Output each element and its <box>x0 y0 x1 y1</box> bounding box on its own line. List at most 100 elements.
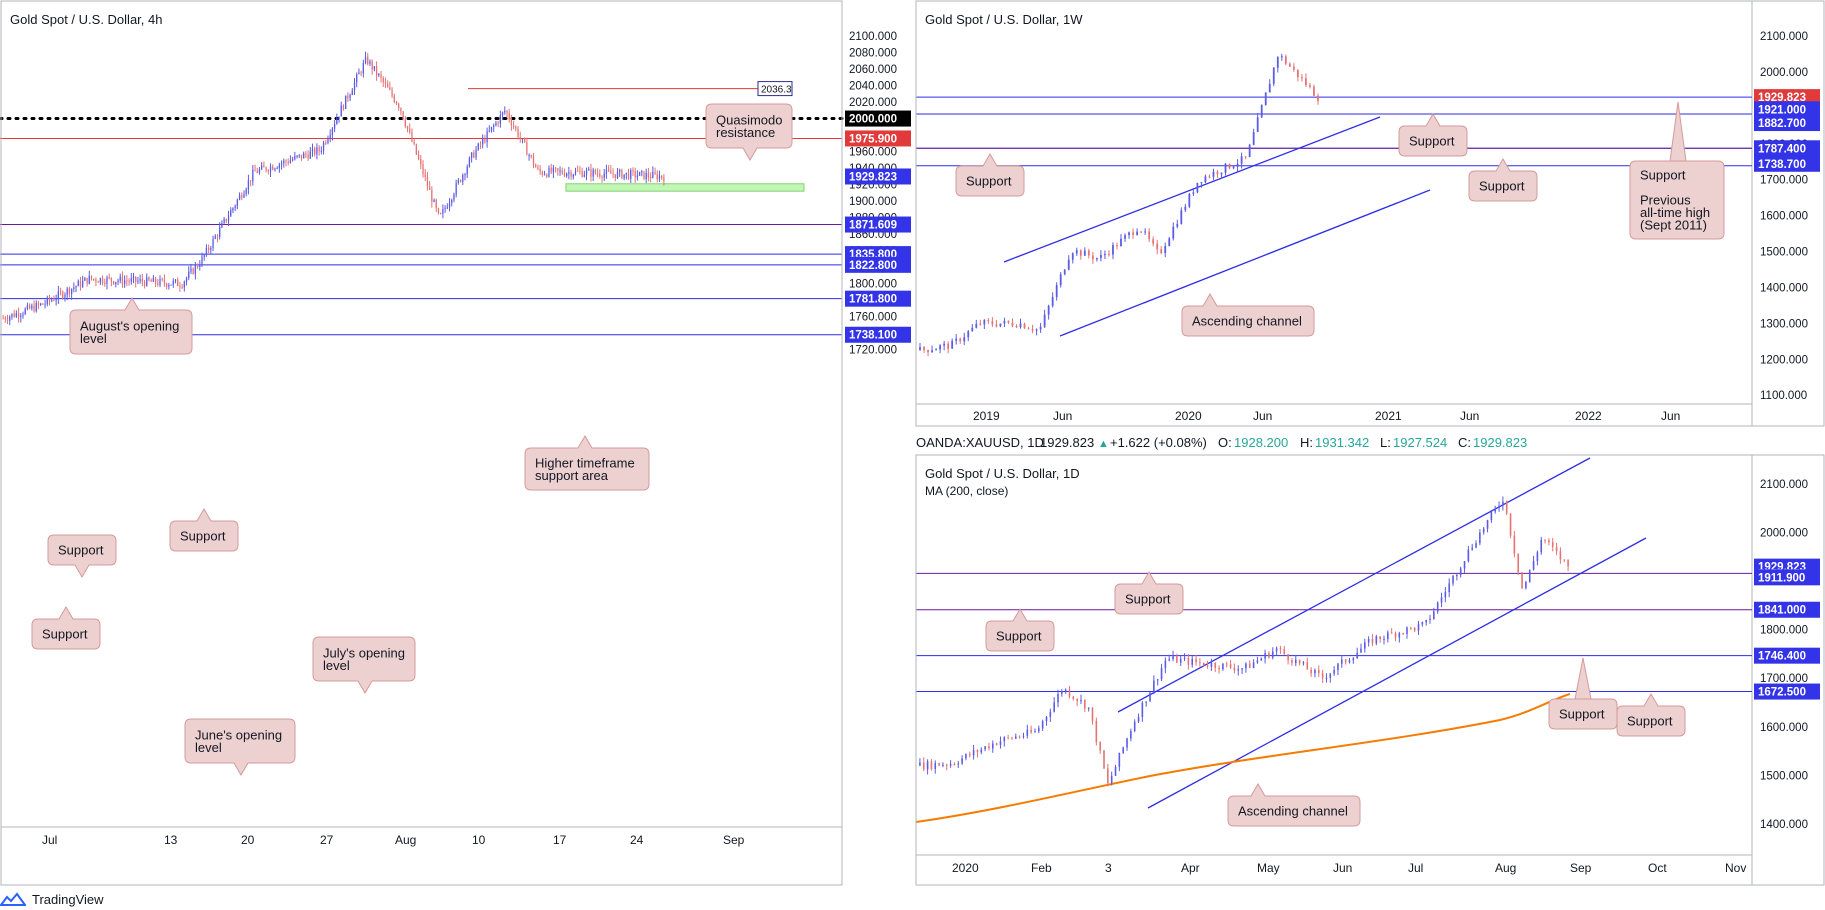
w1-candle <box>1124 233 1126 242</box>
d1-candle <box>1256 656 1259 664</box>
w1-candle <box>1015 324 1018 328</box>
panel-weekly-chart[interactable]: 2100.0002000.0001900.0001800.0001700.000… <box>916 1 1820 426</box>
d1-candle-body <box>1225 663 1228 665</box>
h4-candle <box>561 167 563 175</box>
d1-candle <box>1317 665 1320 677</box>
h4-candle-body <box>117 280 119 282</box>
d1-candle <box>1095 717 1098 746</box>
d1-candle-body <box>1306 662 1309 670</box>
h4-candle-body <box>596 173 599 175</box>
callout-june-open-text: level <box>195 740 222 755</box>
h4-candle <box>406 125 409 133</box>
h4-candle-body <box>62 292 64 298</box>
h4-candle <box>6 314 9 325</box>
h4-candle <box>590 163 592 182</box>
h4-candle <box>506 109 508 118</box>
callout-support-b-bubble <box>985 608 1055 652</box>
callout-june-open-bubble <box>184 718 296 776</box>
d1-candle <box>1275 646 1278 656</box>
panel-daily-chart[interactable]: 2100.0002000.0001900.0001800.0001700.000… <box>915 455 1820 885</box>
h4-candle-body <box>404 119 406 127</box>
w1-candle <box>1180 207 1183 225</box>
h4-candle-body <box>440 213 442 215</box>
h4-candle <box>247 174 250 195</box>
h4-candle-body <box>649 176 652 178</box>
d1-candle <box>1329 673 1332 683</box>
w1-candle <box>1120 234 1122 247</box>
d1-candle <box>1179 655 1182 666</box>
h4-candle-body <box>610 170 612 174</box>
w1-candle <box>1284 54 1287 66</box>
h4-candle-body <box>110 277 113 282</box>
w1-candle-body <box>987 320 990 322</box>
d1-candle <box>1429 614 1431 624</box>
h4-candle-body <box>309 151 311 159</box>
h4-candle-body <box>384 82 387 84</box>
h4-candle <box>526 137 528 156</box>
w1-candle-body <box>971 327 974 332</box>
d1-candle <box>1260 657 1263 661</box>
h4-candle <box>362 59 364 78</box>
y-tick-label: 1600.000 <box>1760 722 1808 734</box>
d1-candle-body <box>1379 636 1381 640</box>
h4-candle <box>223 216 225 225</box>
h4-candle <box>320 146 322 155</box>
callout-previous-high-text: Support <box>1640 168 1686 183</box>
d1-candle-body <box>1160 668 1163 680</box>
y-tick-label: 2100.000 <box>1760 31 1808 43</box>
d1-candle <box>1241 667 1243 674</box>
h4-candle <box>400 107 402 116</box>
d1-candle-body <box>1387 632 1389 640</box>
h4-candle <box>165 282 168 290</box>
d1-candle-body <box>1195 658 1197 663</box>
d1-candle-body <box>1118 752 1121 767</box>
h4-candle-body <box>552 167 555 173</box>
price-tag-1841: 1841.000 <box>1758 605 1806 617</box>
d1-candle <box>1206 660 1209 669</box>
d1-candle <box>926 759 929 775</box>
tradingview-logo[interactable]: TradingView <box>0 888 104 910</box>
y-tick-label: 2080.000 <box>849 48 897 60</box>
d1-candle-body <box>1049 711 1052 717</box>
h4-candle-body <box>643 171 645 180</box>
h4-candle-body <box>579 170 581 172</box>
callout-support-right-text: Support <box>1479 179 1525 194</box>
callout-support-left: Support <box>955 153 1025 197</box>
h4-candle-body <box>435 200 437 209</box>
x-tick-label: Jul <box>1408 861 1423 875</box>
callout-support-d-text: Support <box>1627 714 1673 729</box>
w1-candle-body <box>919 347 921 351</box>
d1-candle <box>1502 496 1504 511</box>
h4-candle <box>106 275 108 290</box>
y-tick-label: 1760.000 <box>849 312 897 324</box>
d1-candle-body <box>1087 707 1090 709</box>
w1-candle <box>1095 257 1098 262</box>
d1-candle <box>1149 691 1151 702</box>
w1-candle-body <box>1128 232 1130 236</box>
h4-candle <box>99 277 101 285</box>
d1-candle <box>1137 713 1140 724</box>
w1-candle-body <box>939 345 942 350</box>
h4-candle <box>37 300 40 310</box>
d1-candle-body <box>1038 728 1040 732</box>
d1-candle-body <box>1271 651 1274 658</box>
h4-candle <box>530 154 532 159</box>
d1-candle <box>922 757 925 772</box>
d1-candle-body <box>976 750 979 753</box>
h4-candle <box>424 169 426 182</box>
h4-candle <box>35 300 37 313</box>
panel-4h-chart[interactable]: 2100.000 2080.000 2060.000 2040.000 2020.000… <box>0 1 911 885</box>
h4-candle-body <box>451 199 453 203</box>
callout-support-mid-bubble <box>1398 113 1468 157</box>
up-arrow-icon: ▲ <box>1098 438 1109 450</box>
y-tick-label: 1300.000 <box>1760 318 1808 330</box>
w1-candle <box>1164 242 1167 258</box>
w1-candle <box>971 324 974 332</box>
h4-candle <box>216 234 219 243</box>
d1-candle-body <box>1218 667 1220 670</box>
price-tag-1882: 1882.700 <box>1758 118 1806 130</box>
w1-candle <box>1128 231 1130 239</box>
h4-candle-body <box>31 305 33 309</box>
h4-candle <box>272 164 274 171</box>
